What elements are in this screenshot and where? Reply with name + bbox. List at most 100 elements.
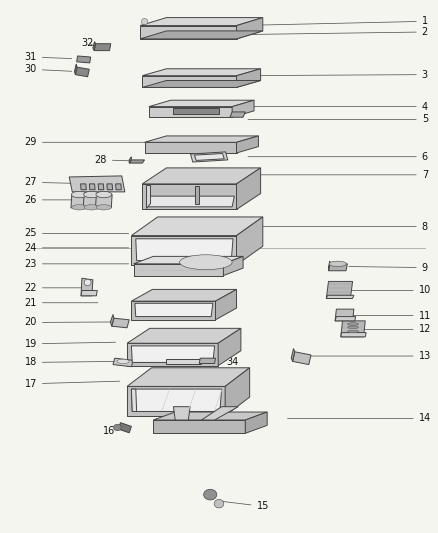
Polygon shape <box>328 261 330 271</box>
Polygon shape <box>140 18 263 26</box>
Polygon shape <box>328 264 347 271</box>
Ellipse shape <box>347 322 358 325</box>
Polygon shape <box>201 407 238 420</box>
Polygon shape <box>195 186 199 204</box>
Polygon shape <box>140 31 263 39</box>
Polygon shape <box>237 168 261 209</box>
Polygon shape <box>215 289 237 320</box>
Polygon shape <box>135 303 213 317</box>
Polygon shape <box>127 343 218 366</box>
Text: 10: 10 <box>349 286 431 295</box>
Polygon shape <box>218 328 241 366</box>
Polygon shape <box>149 107 232 117</box>
Text: 23: 23 <box>25 259 129 269</box>
Ellipse shape <box>329 261 346 266</box>
Polygon shape <box>341 321 365 337</box>
Polygon shape <box>134 256 243 264</box>
Polygon shape <box>127 368 250 386</box>
Text: 8: 8 <box>239 222 428 231</box>
Polygon shape <box>93 42 95 51</box>
Polygon shape <box>95 195 112 208</box>
Text: 11: 11 <box>353 311 431 320</box>
Polygon shape <box>140 26 237 39</box>
Polygon shape <box>173 108 219 114</box>
Text: 25: 25 <box>25 229 129 238</box>
Text: 30: 30 <box>25 64 72 74</box>
Polygon shape <box>127 328 241 343</box>
Polygon shape <box>131 301 215 320</box>
Polygon shape <box>142 76 237 87</box>
Ellipse shape <box>180 255 232 270</box>
Polygon shape <box>131 389 137 411</box>
Ellipse shape <box>84 279 91 286</box>
Text: 27: 27 <box>25 177 94 187</box>
Text: 26: 26 <box>25 195 85 205</box>
Text: 19: 19 <box>25 339 116 349</box>
Polygon shape <box>110 314 114 326</box>
Polygon shape <box>237 69 261 87</box>
Polygon shape <box>131 389 222 411</box>
Ellipse shape <box>96 205 111 210</box>
Polygon shape <box>166 359 201 364</box>
Polygon shape <box>113 358 133 367</box>
Polygon shape <box>142 184 237 209</box>
Polygon shape <box>145 136 258 142</box>
Text: 32: 32 <box>81 38 94 47</box>
Polygon shape <box>118 423 131 433</box>
Ellipse shape <box>84 205 99 210</box>
Polygon shape <box>147 196 234 207</box>
Polygon shape <box>89 184 95 190</box>
Polygon shape <box>153 412 267 420</box>
Polygon shape <box>112 318 129 328</box>
Text: 6: 6 <box>248 152 428 161</box>
Text: 34: 34 <box>213 358 238 367</box>
Polygon shape <box>94 44 111 51</box>
Polygon shape <box>83 195 100 208</box>
Polygon shape <box>237 217 263 265</box>
Polygon shape <box>341 333 366 337</box>
Text: 31: 31 <box>25 52 72 62</box>
Polygon shape <box>173 407 190 420</box>
Polygon shape <box>131 289 237 301</box>
Polygon shape <box>223 256 243 276</box>
Polygon shape <box>131 236 237 265</box>
Text: 21: 21 <box>25 298 98 308</box>
Text: 16: 16 <box>103 426 124 435</box>
Polygon shape <box>237 136 258 153</box>
Polygon shape <box>74 64 77 75</box>
Polygon shape <box>129 160 145 163</box>
Polygon shape <box>131 346 215 362</box>
Polygon shape <box>81 290 97 296</box>
Polygon shape <box>142 69 261 76</box>
Polygon shape <box>81 278 93 296</box>
Polygon shape <box>335 309 354 321</box>
Ellipse shape <box>141 19 148 25</box>
Polygon shape <box>194 154 224 160</box>
Text: 29: 29 <box>25 138 151 147</box>
Polygon shape <box>131 217 263 236</box>
Polygon shape <box>326 295 354 298</box>
Ellipse shape <box>72 205 87 210</box>
Polygon shape <box>291 349 295 361</box>
Polygon shape <box>75 67 89 77</box>
Polygon shape <box>98 184 104 190</box>
Text: 28: 28 <box>95 155 133 165</box>
Text: 1: 1 <box>239 17 428 26</box>
Ellipse shape <box>71 191 87 198</box>
Ellipse shape <box>113 424 121 431</box>
Polygon shape <box>107 184 113 190</box>
Polygon shape <box>81 184 86 190</box>
Polygon shape <box>71 195 88 208</box>
Polygon shape <box>335 317 356 321</box>
Ellipse shape <box>204 489 217 500</box>
Text: 2: 2 <box>239 27 428 37</box>
Ellipse shape <box>96 191 112 198</box>
Polygon shape <box>232 100 254 117</box>
Polygon shape <box>293 352 311 365</box>
Polygon shape <box>69 176 125 192</box>
Text: 7: 7 <box>239 170 428 180</box>
Text: 14: 14 <box>287 414 431 423</box>
Polygon shape <box>127 386 225 416</box>
Polygon shape <box>142 80 261 87</box>
Polygon shape <box>191 152 228 162</box>
